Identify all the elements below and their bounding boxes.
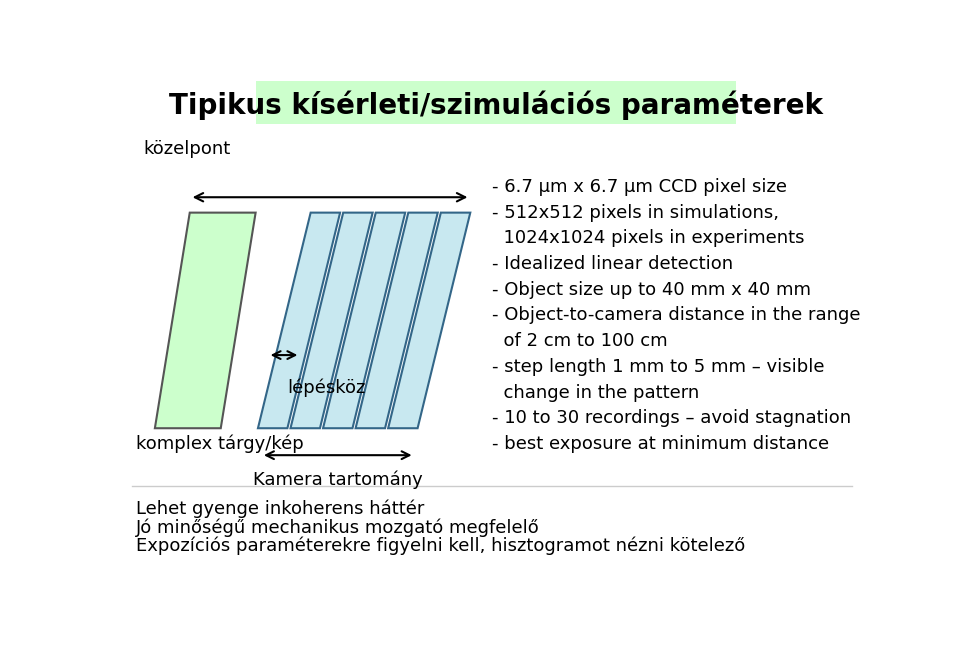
Text: közelpont: közelpont xyxy=(143,140,230,158)
Text: - 6.7 μm x 6.7 μm CCD pixel size
- 512x512 pixels in simulations,
  1024x1024 pi: - 6.7 μm x 6.7 μm CCD pixel size - 512x5… xyxy=(492,178,860,453)
Polygon shape xyxy=(355,213,438,428)
Text: lépésköz: lépésköz xyxy=(287,378,366,397)
Text: Jó minőségű mechanikus mozgató megfelelő: Jó minőségű mechanikus mozgató megfelelő xyxy=(135,519,540,537)
Polygon shape xyxy=(291,213,372,428)
Text: Kamera tartomány: Kamera tartomány xyxy=(252,471,422,489)
Text: Expozíciós paraméterekre figyelni kell, hisztogramot nézni kötelező: Expozíciós paraméterekre figyelni kell, … xyxy=(135,537,745,556)
Text: Tipikus kísérleti/szimulációs paraméterek: Tipikus kísérleti/szimulációs paramétere… xyxy=(169,90,823,119)
Polygon shape xyxy=(324,213,405,428)
Text: Lehet gyenge inkoherens háttér: Lehet gyenge inkoherens háttér xyxy=(135,500,424,519)
Polygon shape xyxy=(155,213,255,428)
Polygon shape xyxy=(258,213,340,428)
Polygon shape xyxy=(388,213,470,428)
Text: komplex tárgy/kép: komplex tárgy/kép xyxy=(135,434,303,453)
Bar xyxy=(255,81,736,124)
